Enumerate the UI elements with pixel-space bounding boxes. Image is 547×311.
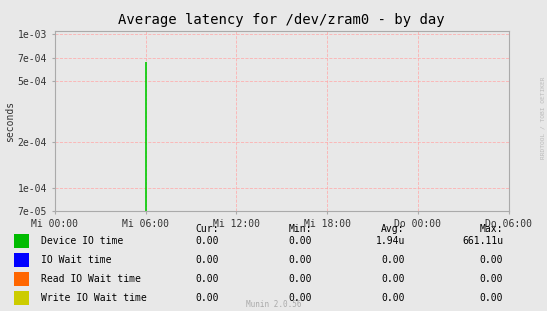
Text: RRDTOOL / TOBI OETIKER: RRDTOOL / TOBI OETIKER xyxy=(541,77,546,160)
Text: 661.11u: 661.11u xyxy=(462,236,503,246)
FancyBboxPatch shape xyxy=(14,291,29,305)
Y-axis label: seconds: seconds xyxy=(5,101,15,142)
Text: 0.00: 0.00 xyxy=(480,293,503,303)
Text: 0.00: 0.00 xyxy=(288,236,312,246)
Text: IO Wait time: IO Wait time xyxy=(41,255,112,265)
Text: Max:: Max: xyxy=(480,225,503,234)
Text: 0.00: 0.00 xyxy=(480,274,503,284)
Text: 0.00: 0.00 xyxy=(381,255,405,265)
Text: Munin 2.0.56: Munin 2.0.56 xyxy=(246,300,301,309)
FancyBboxPatch shape xyxy=(14,234,29,248)
Text: Device IO time: Device IO time xyxy=(41,236,123,246)
Text: Min:: Min: xyxy=(288,225,312,234)
Text: 0.00: 0.00 xyxy=(195,274,219,284)
Text: 1.94u: 1.94u xyxy=(375,236,405,246)
Title: Average latency for /dev/zram0 - by day: Average latency for /dev/zram0 - by day xyxy=(118,13,445,27)
Text: Write IO Wait time: Write IO Wait time xyxy=(41,293,147,303)
Text: Avg:: Avg: xyxy=(381,225,405,234)
FancyBboxPatch shape xyxy=(14,253,29,267)
Text: 0.00: 0.00 xyxy=(480,255,503,265)
Text: 0.00: 0.00 xyxy=(288,274,312,284)
Text: 0.00: 0.00 xyxy=(288,255,312,265)
FancyBboxPatch shape xyxy=(14,272,29,286)
Text: 0.00: 0.00 xyxy=(195,236,219,246)
Text: 0.00: 0.00 xyxy=(381,293,405,303)
Text: 0.00: 0.00 xyxy=(288,293,312,303)
Text: Read IO Wait time: Read IO Wait time xyxy=(41,274,141,284)
Text: 0.00: 0.00 xyxy=(381,274,405,284)
Text: 0.00: 0.00 xyxy=(195,293,219,303)
Text: Cur:: Cur: xyxy=(195,225,219,234)
Text: 0.00: 0.00 xyxy=(195,255,219,265)
